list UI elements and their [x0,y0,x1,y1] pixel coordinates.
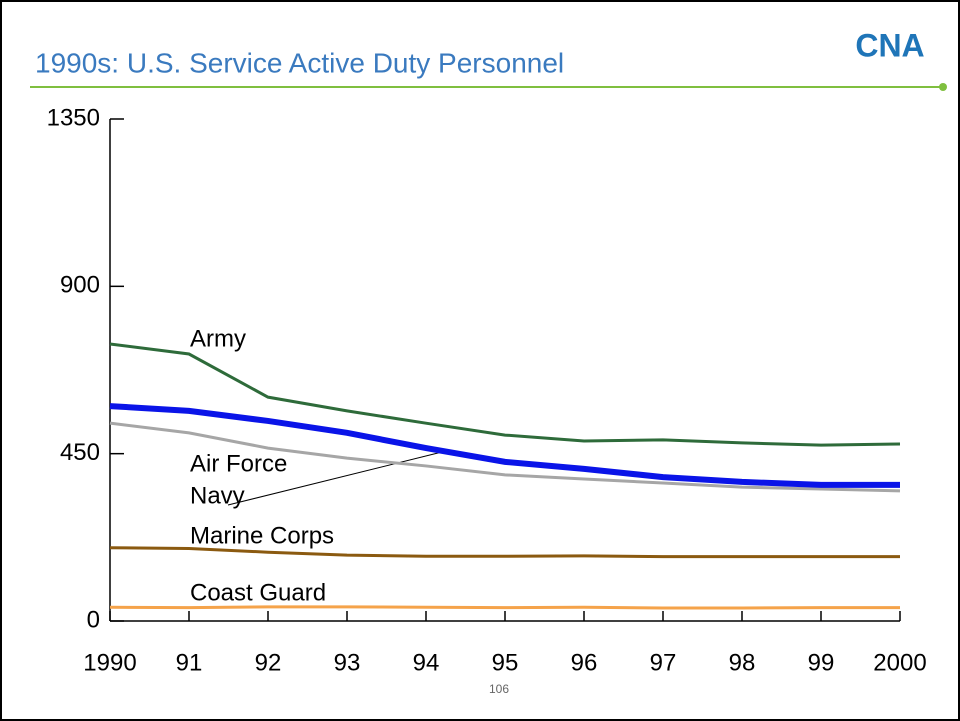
series-label: Navy [190,482,245,509]
series-line [109,403,900,488]
x-tick-label: 95 [492,649,519,676]
series-label: Air Force [190,450,287,477]
x-tick-label: 94 [413,649,440,676]
y-tick-label: 450 [60,439,100,466]
series-line [109,605,900,610]
x-tick-label: 99 [808,649,835,676]
x-tick-label: 1990 [83,649,136,676]
series-line [109,342,901,447]
series-label: Coast Guard [190,579,326,606]
y-tick-label: 0 [87,606,100,633]
chart-title: 1990s: U.S. Service Active Duty Personne… [35,47,564,78]
page-number: 106 [489,682,509,696]
x-tick-label: 91 [176,649,203,676]
series-line [109,546,900,559]
x-tick-label: 2000 [873,649,926,676]
y-tick-label: 900 [60,272,100,299]
series-label: Marine Corps [190,522,334,549]
x-tick-label: 96 [571,649,598,676]
x-tick-label: 93 [334,649,361,676]
x-tick-label: 92 [255,649,282,676]
series-line [109,421,901,493]
x-tick-label: 98 [729,649,756,676]
rule-dot [939,83,947,91]
navy-pointer [227,449,451,506]
logo: CNA [855,27,924,63]
x-tick-label: 97 [650,649,677,676]
y-tick-label: 1350 [47,104,100,131]
series-label: Army [190,325,246,352]
